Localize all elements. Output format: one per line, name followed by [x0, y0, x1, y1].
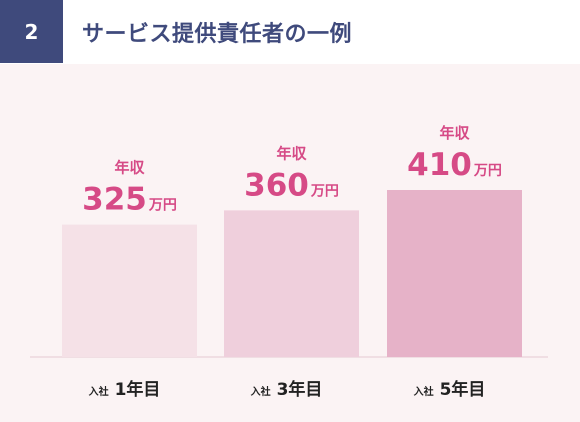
x-tick-main-2: 3年目 [277, 379, 323, 400]
header: 2 サービス提供責任者の一例 [0, 0, 580, 64]
bar-3 [387, 190, 522, 357]
x-tick-label-2: 入社 3年目 [251, 379, 323, 400]
x-tick-main-3: 5年目 [440, 379, 486, 400]
chart-panel: 年収 325 万円 入社 1年目 年収 360 万円 入社 3年目 年収 410 万円 入社 5年目 [0, 64, 580, 422]
bar-2 [224, 210, 359, 357]
bar-1-value-number: 325 [82, 182, 147, 218]
bar-2-value-unit: 万円 [310, 183, 339, 199]
x-tick-prefix-2: 入社 [251, 385, 271, 398]
page-title: サービス提供責任者の一例 [82, 21, 353, 47]
x-tick-main-1: 1年目 [115, 379, 161, 400]
bar-3-value-unit: 万円 [473, 163, 502, 179]
bar-3-value-caption: 年収 [439, 124, 470, 142]
bar-2-value-label: 360 万円 [244, 167, 339, 203]
section-number-badge: 2 [0, 0, 63, 63]
x-tick-label-1: 入社 1年目 [89, 379, 161, 400]
bar-3-value-label: 410 万円 [407, 147, 502, 183]
x-tick-prefix-3: 入社 [414, 385, 434, 398]
bar-2-value-number: 360 [244, 167, 309, 203]
bar-2-value-caption: 年収 [276, 144, 307, 162]
bar-1 [62, 224, 197, 357]
bar-1-value-label: 325 万円 [82, 182, 177, 218]
x-tick-label-3: 入社 5年目 [414, 379, 486, 400]
bar-1-value-caption: 年収 [114, 159, 145, 177]
bar-1-value-unit: 万円 [148, 198, 177, 214]
bar-3-value-number: 410 [407, 147, 472, 183]
x-tick-prefix-1: 入社 [89, 385, 109, 398]
